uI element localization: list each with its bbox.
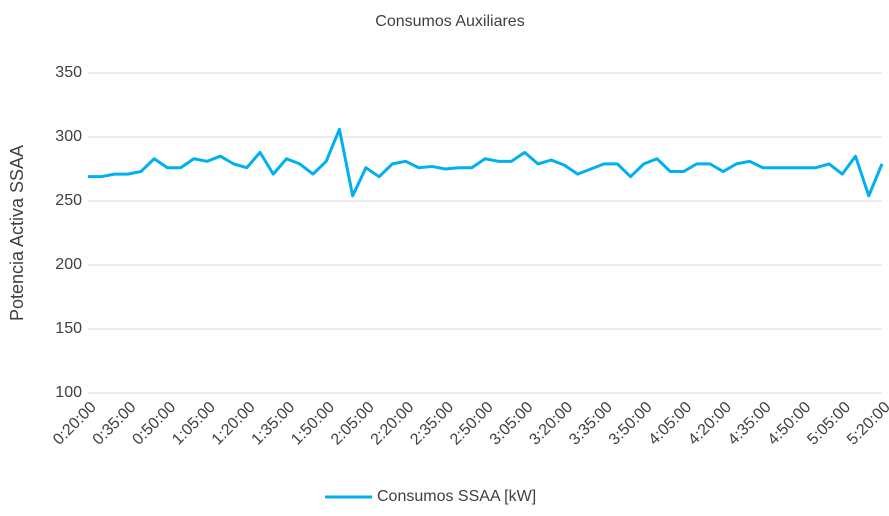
x-tick-label: 4:05:00 — [646, 399, 696, 449]
x-tick-label: 2:05:00 — [328, 399, 378, 449]
x-tick-label: 4:20:00 — [685, 399, 735, 449]
legend-label: Consumos SSAA [kW] — [377, 488, 536, 505]
x-tick-label: 3:20:00 — [526, 399, 576, 449]
x-tick-label: 4:50:00 — [765, 399, 815, 449]
x-tick-label: 0:20:00 — [50, 399, 100, 449]
data-line — [88, 127, 884, 198]
x-tick-label: 4:35:00 — [725, 399, 775, 449]
y-axis-title: Potencia Activa SSAA — [7, 145, 27, 321]
y-tick-label: 350 — [55, 64, 82, 81]
y-tick-label: 250 — [55, 192, 82, 209]
x-tick-label: 1:50:00 — [288, 399, 338, 449]
y-tick-label: 200 — [55, 256, 82, 273]
y-tick-label: 150 — [55, 320, 82, 337]
x-tick-label: 5:05:00 — [804, 399, 854, 449]
x-tick-label: 0:35:00 — [90, 399, 140, 449]
x-tick-label: 1:35:00 — [249, 399, 299, 449]
x-tick-label: 1:05:00 — [169, 399, 219, 449]
x-tick-label: 0:50:00 — [129, 399, 179, 449]
x-tick-label: 3:50:00 — [606, 399, 656, 449]
x-tick-label: 5:20:00 — [844, 399, 889, 449]
x-tick-label: 1:20:00 — [209, 399, 259, 449]
x-tick-label: 2:20:00 — [368, 399, 418, 449]
y-tick-label: 100 — [55, 384, 82, 401]
x-tick-label: 3:05:00 — [487, 399, 537, 449]
x-tick-label: 2:35:00 — [407, 399, 457, 449]
chart-title: Consumos Auxiliares — [375, 13, 524, 30]
y-tick-label: 300 — [55, 128, 82, 145]
x-tick-label: 2:50:00 — [447, 399, 497, 449]
x-tick-label: 3:35:00 — [566, 399, 616, 449]
